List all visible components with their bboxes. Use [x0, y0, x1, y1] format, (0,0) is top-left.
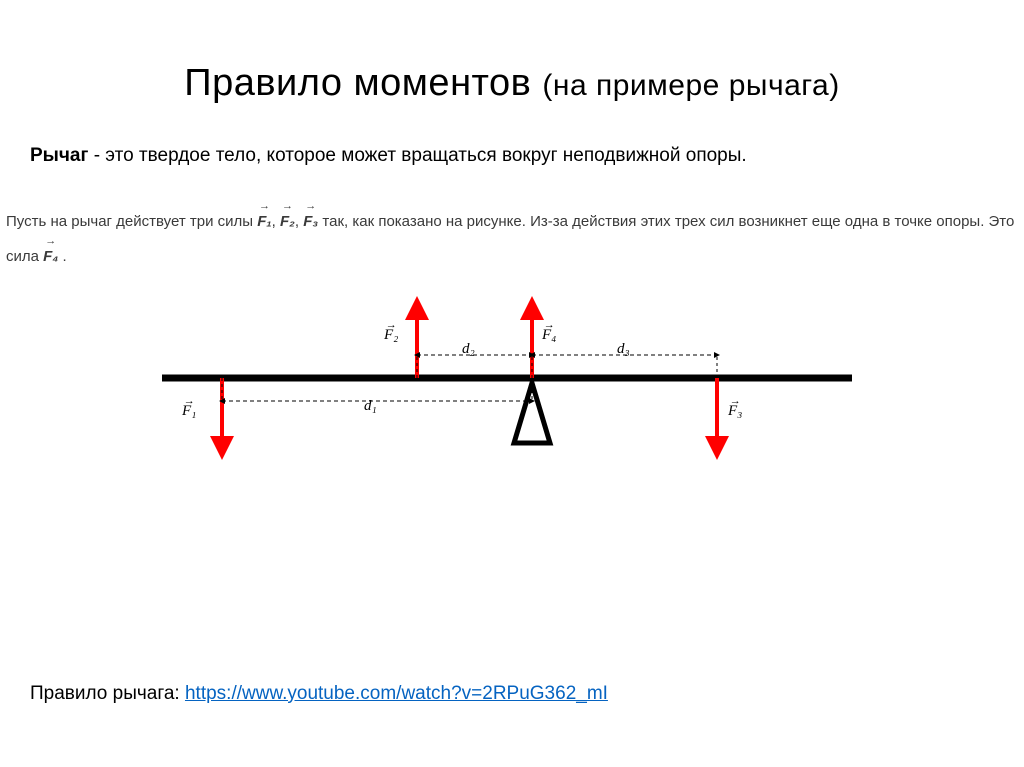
dim-label-d3: d₃: [617, 341, 630, 358]
force-vec-inline: →F₂: [280, 203, 295, 238]
definition-paragraph: Рычаг - это твердое тело, которое может …: [0, 105, 1024, 167]
dim-label-d2: d₂: [462, 341, 475, 358]
footer-link-line: Правило рычага: https://www.youtube.com/…: [30, 683, 608, 705]
force-label-F2: →F₂: [384, 327, 398, 344]
lever-diagram: →F₁ →F₂ →F₄ →F₃ d₁ d₂ d₃: [152, 283, 872, 503]
page-title: Правило моментов (на примере рычага): [0, 0, 1024, 105]
force-vec-inline: →F₃: [303, 203, 318, 238]
force-f4-inline: →F₄: [43, 238, 58, 273]
force-label-F3: →F₃: [728, 403, 742, 420]
title-main: Правило моментов: [184, 62, 531, 104]
setup-text-1: Пусть на рычаг действует три силы: [6, 213, 257, 230]
title-sub: (на примере рычага): [542, 69, 839, 102]
definition-term: Рычаг: [30, 145, 88, 166]
dim-label-d1: d₁: [364, 398, 377, 415]
force-label-F1: →F₁: [182, 403, 196, 420]
setup-text-end: .: [58, 248, 66, 265]
setup-paragraph: Пусть на рычаг действует три силы →F₁, →…: [0, 167, 1024, 273]
lever-diagram-svg: [152, 283, 872, 503]
force-vec-inline: →F₁: [257, 203, 271, 238]
footer-label: Правило рычага:: [30, 683, 185, 704]
force-label-F4: →F₄: [542, 327, 556, 344]
definition-text: - это твердое тело, которое может вращат…: [88, 145, 746, 166]
footer-url[interactable]: https://www.youtube.com/watch?v=2RPuG362…: [185, 683, 608, 704]
forces-inline-list: →F₁, →F₂, →F₃: [257, 213, 318, 230]
